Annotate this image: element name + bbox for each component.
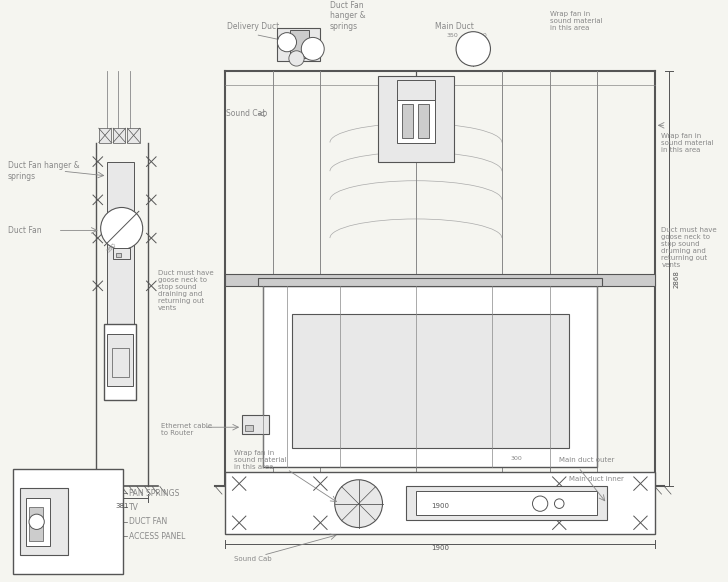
Bar: [277, 28, 320, 61]
Bar: [263, 286, 598, 467]
Circle shape: [532, 496, 547, 512]
Bar: [290, 30, 309, 58]
Text: Delivery Duct: Delivery Duct: [226, 22, 279, 31]
Bar: [242, 415, 269, 434]
Text: 381: 381: [115, 503, 128, 509]
Text: 300: 300: [510, 456, 522, 461]
Circle shape: [555, 499, 564, 509]
Bar: [397, 95, 435, 143]
Bar: [225, 274, 654, 286]
Bar: [29, 508, 44, 541]
Bar: [107, 162, 134, 391]
Text: Main duct outer: Main duct outer: [559, 457, 614, 463]
Text: Main duct inner: Main duct inner: [569, 476, 624, 482]
Bar: [406, 487, 607, 520]
Text: Ethernet cable
to Router: Ethernet cable to Router: [161, 423, 212, 436]
Text: Wrap fan in
sound material
in this area: Wrap fan in sound material in this area: [234, 450, 287, 470]
Bar: [113, 247, 130, 259]
Text: 150: 150: [277, 42, 290, 52]
Text: Duct must have
goose neck to
stop sound
druming and
returning out
vents: Duct must have goose neck to stop sound …: [662, 227, 717, 268]
Circle shape: [456, 31, 491, 66]
Circle shape: [100, 207, 143, 250]
Bar: [99, 128, 111, 143]
Text: Duct must have
goose neck to
stop sound
draining and
returning out
vents: Duct must have goose neck to stop sound …: [158, 270, 213, 311]
Circle shape: [29, 514, 44, 530]
Bar: [416, 491, 598, 515]
Text: 300: 300: [475, 33, 487, 38]
Text: 350: 350: [446, 33, 458, 38]
Text: Duct Fan
hanger &
springs: Duct Fan hanger & springs: [330, 1, 365, 31]
Bar: [107, 333, 133, 386]
Text: Wrap fan in
sound material
in this area: Wrap fan in sound material in this area: [662, 133, 714, 152]
Bar: [258, 278, 602, 286]
Bar: [105, 324, 136, 400]
Text: Main Duct: Main Duct: [435, 22, 474, 31]
Text: 1900: 1900: [431, 545, 449, 551]
Text: FAN SPRINGS: FAN SPRINGS: [130, 489, 180, 498]
Bar: [397, 80, 435, 100]
Bar: [113, 128, 125, 143]
Bar: [292, 314, 569, 448]
Bar: [225, 472, 654, 534]
Bar: [418, 104, 430, 138]
Circle shape: [335, 480, 382, 527]
Bar: [127, 128, 140, 143]
Bar: [26, 498, 50, 546]
Circle shape: [301, 37, 324, 61]
Bar: [20, 488, 68, 555]
Text: Wrap fan in
sound material
in this area: Wrap fan in sound material in this area: [550, 10, 602, 31]
Text: Duct Fan hanger &
springs: Duct Fan hanger & springs: [8, 161, 79, 181]
Circle shape: [277, 33, 296, 52]
Text: TV: TV: [130, 503, 139, 512]
Text: 2868: 2868: [674, 269, 680, 288]
Text: 1900: 1900: [431, 503, 449, 509]
Text: 350: 350: [106, 242, 117, 253]
Bar: [378, 76, 454, 162]
Bar: [116, 253, 121, 257]
Bar: [13, 469, 122, 574]
Text: DUCT FAN: DUCT FAN: [130, 517, 167, 526]
Text: Sound Cab: Sound Cab: [234, 556, 272, 562]
Text: 400: 400: [296, 26, 309, 37]
Bar: [245, 425, 253, 431]
Bar: [112, 348, 130, 377]
Text: Sound Cab: Sound Cab: [226, 109, 267, 118]
Text: ACCESS PANEL: ACCESS PANEL: [130, 531, 186, 541]
Bar: [402, 104, 413, 138]
Text: Duct Fan: Duct Fan: [8, 226, 41, 235]
Circle shape: [289, 51, 304, 66]
